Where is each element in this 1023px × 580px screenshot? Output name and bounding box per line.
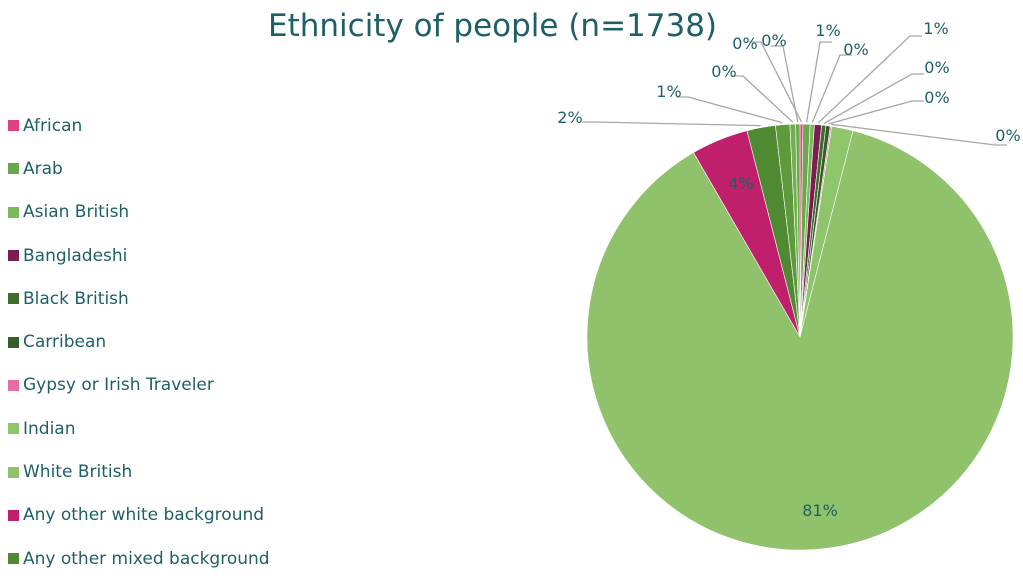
data-label: 1%: [656, 82, 681, 101]
data-label: 1%: [923, 19, 948, 38]
legend-label: Arab: [23, 158, 63, 179]
legend-label: White British: [23, 462, 133, 483]
legend-swatch: [8, 466, 19, 478]
leader-line: [731, 75, 794, 123]
leader-lines: [582, 35, 1007, 146]
legend-item-bangladeshi: Bangladeshi: [8, 234, 270, 277]
leader-line: [831, 123, 1007, 146]
leader-line: [811, 54, 852, 123]
data-label: 0%: [711, 62, 736, 81]
data-label: 2%: [557, 108, 582, 127]
leader-line: [582, 121, 761, 127]
legend-label: Black British: [23, 288, 129, 309]
leader-line: [823, 73, 924, 124]
legend-item-black-british: Black British: [8, 277, 270, 320]
legend-swatch: [8, 553, 19, 565]
leader-line: [828, 100, 924, 125]
legend-item-carribean: Carribean: [8, 320, 270, 363]
legend-swatch: [8, 250, 19, 262]
data-label: 81%: [802, 501, 838, 520]
legend-swatch: [8, 120, 19, 132]
data-label: 0%: [924, 58, 949, 77]
pie-slices: [586, 123, 1014, 551]
pie-slice-white-british: [586, 130, 1014, 551]
data-label: 0%: [843, 40, 868, 59]
legend-label: Gypsy or Irish Traveler: [23, 375, 214, 396]
legend-label: Indian: [23, 418, 76, 439]
legend-label: Any other white background: [23, 505, 265, 526]
leader-line: [676, 96, 783, 124]
data-label: 1%: [815, 21, 840, 40]
legend-swatch: [8, 206, 19, 218]
legend-swatch: [8, 163, 19, 175]
data-label: 0%: [732, 34, 757, 53]
data-label: 4%: [728, 174, 753, 193]
legend-label: Asian British: [23, 202, 130, 223]
pie-slice-unspecified: [795, 123, 801, 338]
data-label: 0%: [924, 88, 949, 107]
chart-title: Ethnicity of people (n=1738): [268, 8, 718, 44]
pie-chart: 0%1%0%1%0%0%0%81%4%2%1%0%0%: [557, 19, 1021, 551]
legend-swatch: [8, 509, 19, 521]
legend-label: Carribean: [23, 332, 107, 353]
legend-item-asian-british: Asian British: [8, 191, 270, 234]
legend-item-indian: Indian: [8, 407, 270, 450]
legend-swatch: [8, 336, 19, 348]
leader-line: [817, 35, 922, 124]
data-label: 0%: [995, 126, 1020, 145]
legend-swatch: [8, 293, 19, 305]
legend-item-gypsy-or-irish-traveler: Gypsy or Irish Traveler: [8, 364, 270, 407]
legend-swatch: [8, 379, 19, 391]
legend-item-african: African: [8, 104, 270, 147]
legend-item-any-other-white-background: Any other white background: [8, 494, 270, 537]
legend-label: African: [23, 115, 83, 136]
data-labels: 0%1%0%1%0%0%0%81%4%2%1%0%0%: [557, 19, 1020, 520]
legend-item-white-british: White British: [8, 450, 270, 493]
legend-item-arab: Arab: [8, 147, 270, 190]
legend-swatch: [8, 423, 19, 435]
legend-label: Bangladeshi: [23, 245, 128, 266]
leader-line: [749, 41, 803, 123]
leader-line: [805, 41, 832, 123]
data-label: 0%: [761, 31, 786, 50]
leader-line: [771, 45, 799, 123]
